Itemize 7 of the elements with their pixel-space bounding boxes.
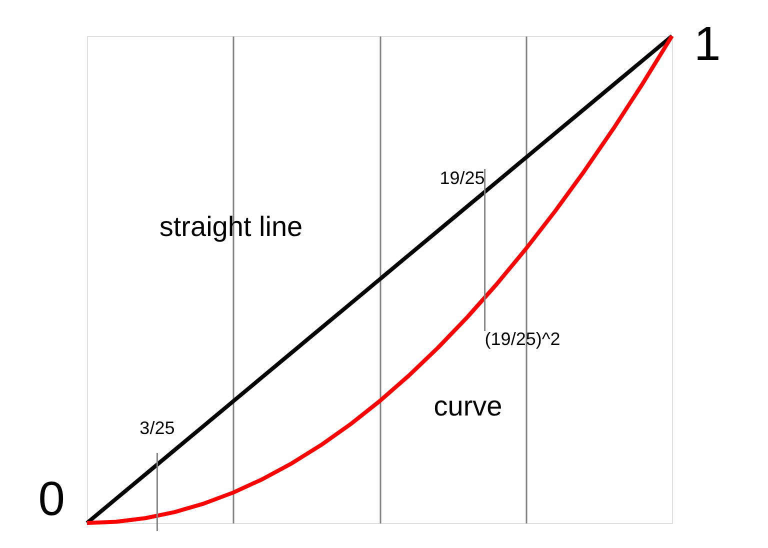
text: straight line xyxy=(159,211,303,242)
text: 1 xyxy=(694,18,721,71)
annotation: 3/25 xyxy=(140,418,175,438)
series-label: curve xyxy=(434,390,502,422)
annotation: (19/25)^2 xyxy=(484,329,560,349)
text: 0 xyxy=(38,473,65,526)
annotation: 19/25 xyxy=(440,168,485,188)
